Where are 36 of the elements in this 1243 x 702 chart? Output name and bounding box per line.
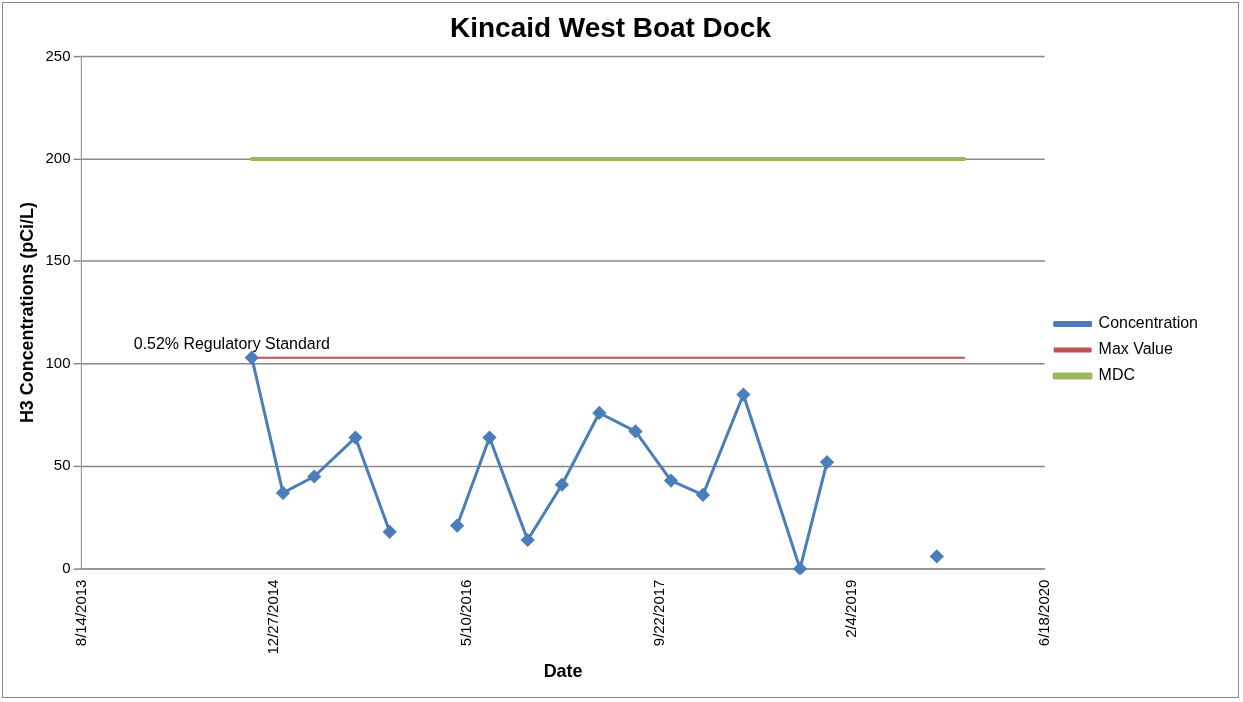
x-tick-label: 5/10/2016: [456, 579, 474, 647]
annotation: 0.52% Regulatory Standard: [133, 335, 330, 353]
x-axis-title: Date: [543, 661, 583, 682]
y-tick-label: 100: [45, 353, 71, 371]
point: [348, 431, 362, 445]
y-tick-label: 150: [45, 251, 71, 269]
x-tick-label: 12/27/2014: [264, 579, 282, 655]
point: [793, 562, 807, 575]
point: [820, 455, 834, 469]
legend-label: MDC: [1098, 366, 1135, 384]
y-tick-label: 200: [45, 149, 71, 167]
point: [696, 488, 710, 502]
y-tick-label: 50: [53, 456, 71, 474]
x-tick-label: 8/14/2013: [71, 579, 89, 647]
point: [276, 486, 290, 500]
x-tick-label: 2/4/2019: [842, 579, 860, 638]
y-tick-label: 250: [45, 46, 71, 64]
point: [592, 406, 606, 420]
legend-label: Concentration: [1098, 314, 1198, 332]
point: [629, 424, 643, 438]
point: [555, 478, 569, 492]
chart-title: Kincaid West Boat Dock: [450, 12, 772, 44]
y-tick-label: 0: [62, 558, 71, 576]
point: [483, 431, 496, 445]
point: [307, 470, 321, 483]
point: [664, 474, 678, 488]
legend-label: Max Value: [1098, 340, 1173, 358]
point: [383, 525, 397, 539]
x-tick-label: 9/22/2017: [649, 579, 667, 647]
point: [450, 519, 464, 533]
y-axis-title: H3 Concentrations (pCi/L): [16, 202, 37, 424]
point: [930, 549, 944, 563]
x-tick-label: 6/18/2020: [1034, 579, 1052, 647]
point: [521, 533, 535, 547]
point: [736, 388, 750, 402]
point: [245, 351, 259, 365]
